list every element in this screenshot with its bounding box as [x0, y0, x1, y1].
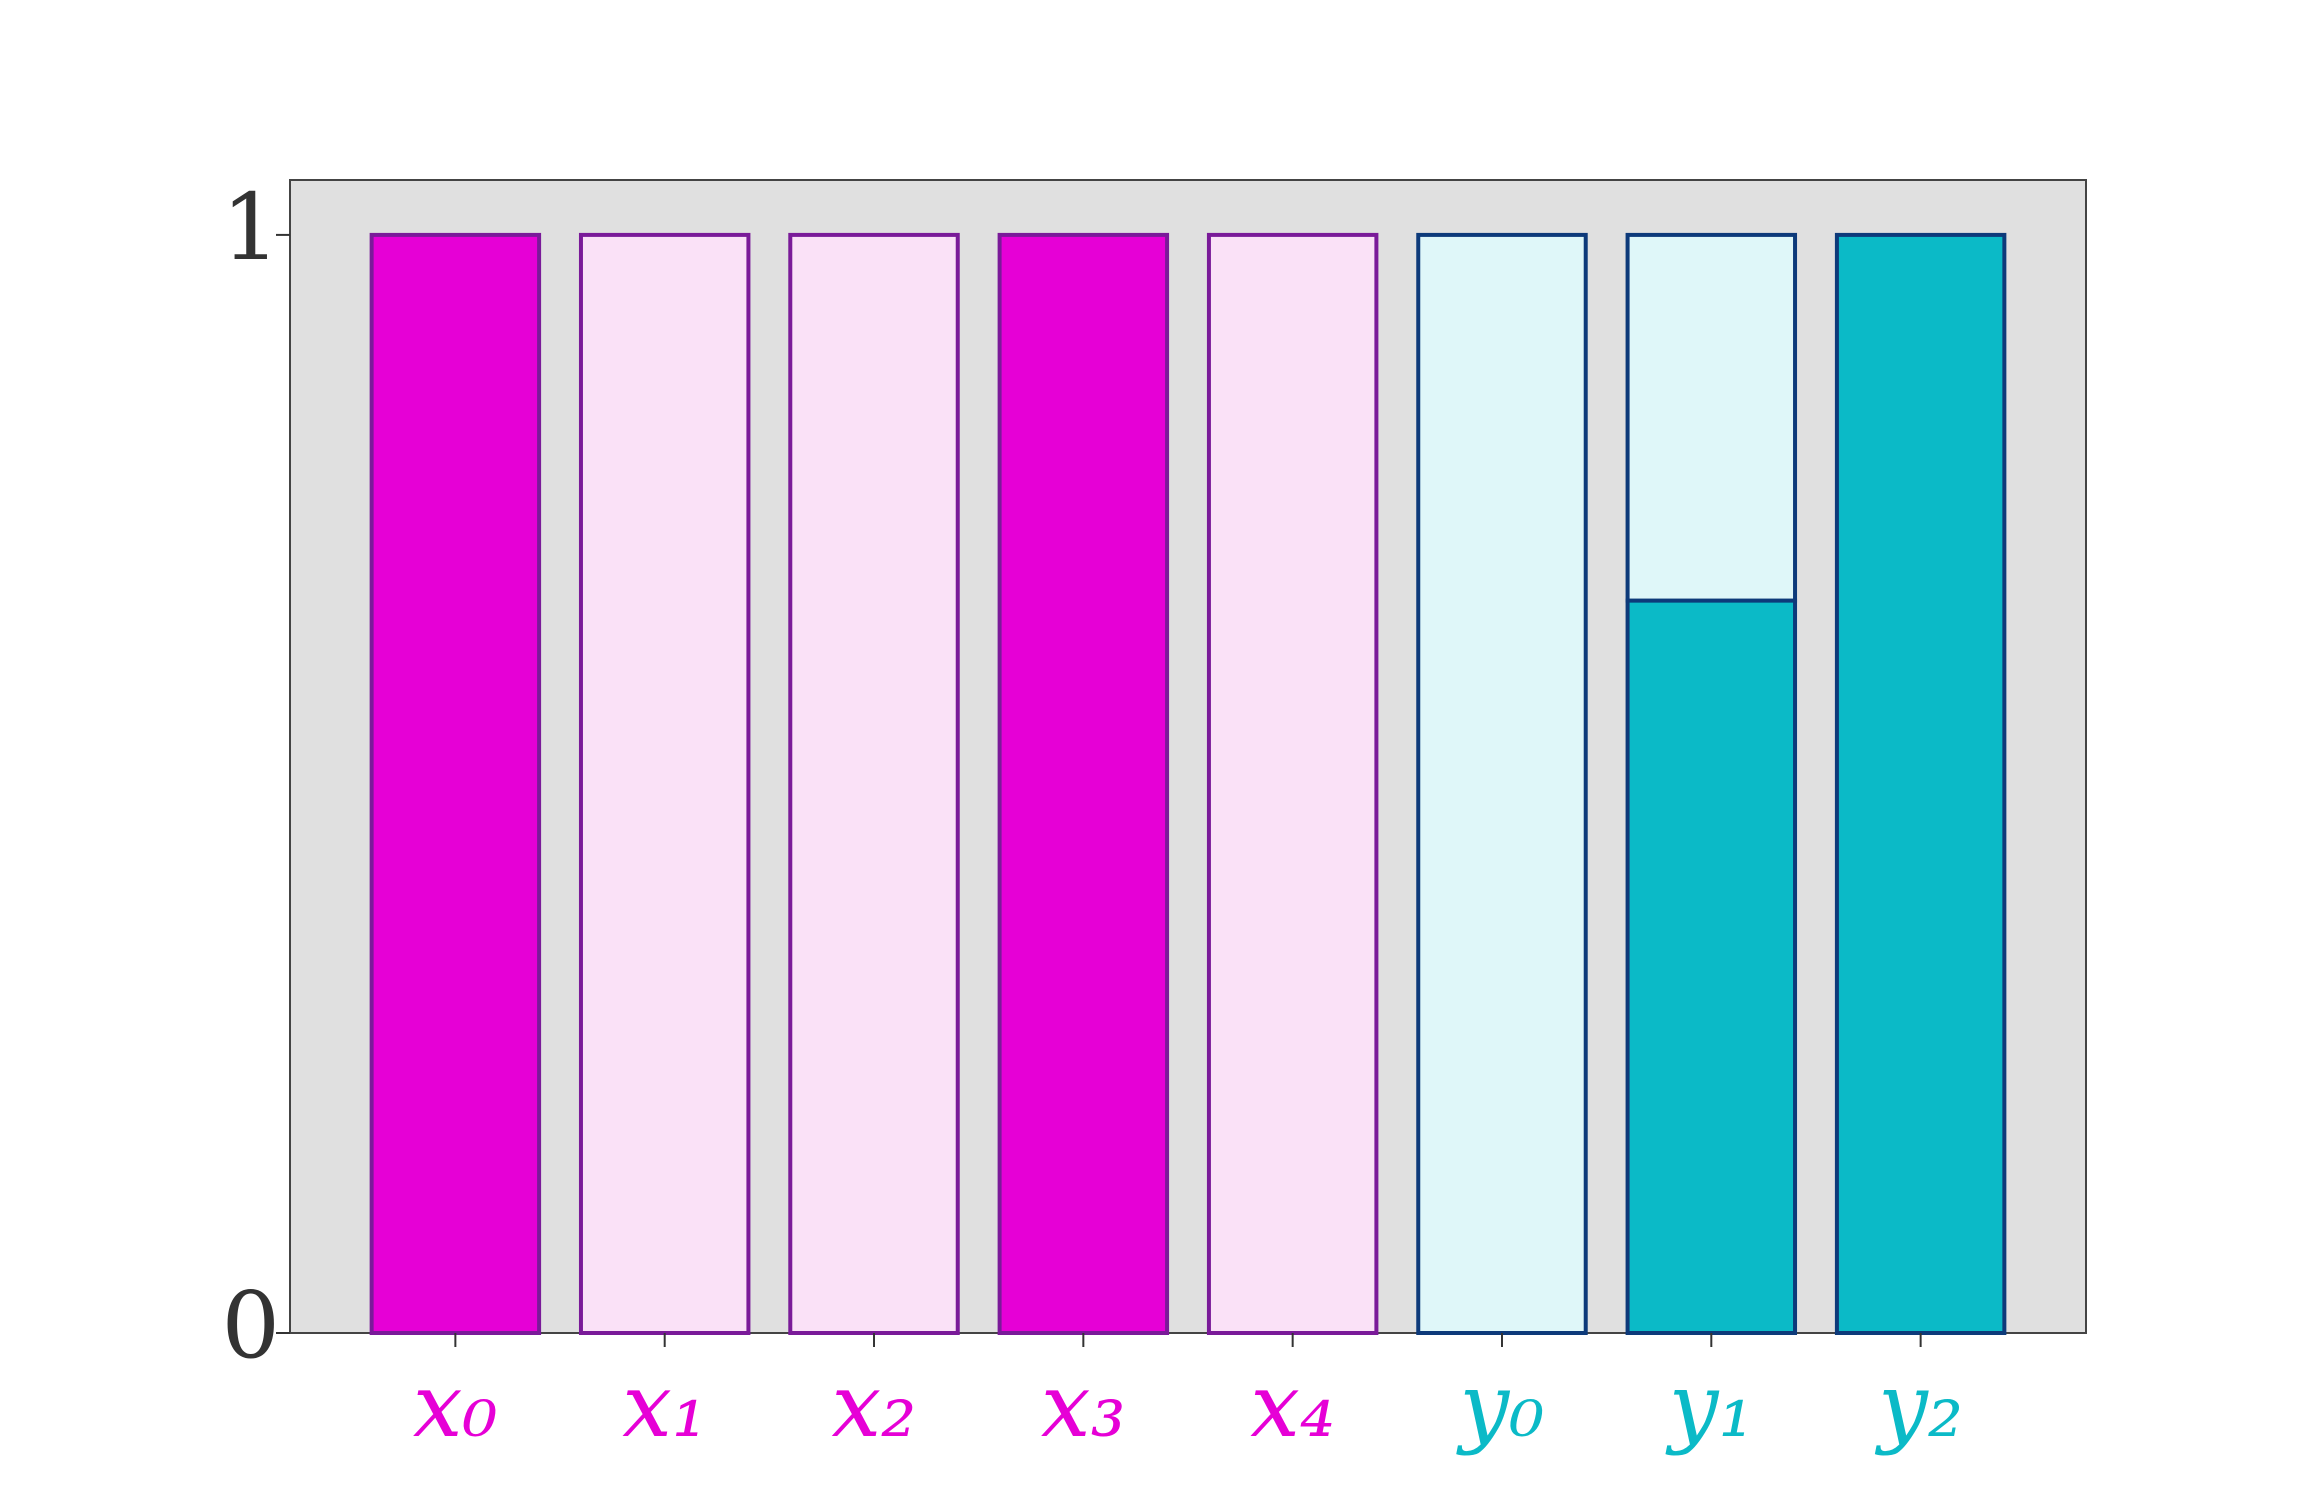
bar-segment — [369, 232, 542, 1335]
bar-segment — [997, 232, 1170, 1335]
plot-background — [289, 179, 2087, 1334]
bar-segment — [1625, 232, 1798, 603]
x-tick-label: y₀ — [1455, 1354, 1544, 1457]
bar-segment — [578, 232, 751, 1335]
x-tick-label: x₁ — [622, 1354, 707, 1457]
x-tick-label: x₂ — [832, 1354, 917, 1457]
y-tick-label: 0 — [221, 1272, 280, 1379]
bar-segment — [1834, 232, 2007, 1335]
x-tick-label: x₄ — [1250, 1354, 1335, 1457]
x-tick-label: x₀ — [413, 1354, 498, 1457]
x-tick-label: x₃ — [1041, 1354, 1126, 1457]
bar-segment — [1206, 232, 1379, 1335]
bar-segment — [1625, 598, 1798, 1335]
bar-segment — [1416, 232, 1588, 1335]
x-tick-label: y₁ — [1665, 1354, 1754, 1457]
x-tick-label: y₂ — [1874, 1354, 1963, 1457]
bar-segment — [788, 232, 960, 1335]
y-tick-label: 1 — [221, 174, 280, 281]
